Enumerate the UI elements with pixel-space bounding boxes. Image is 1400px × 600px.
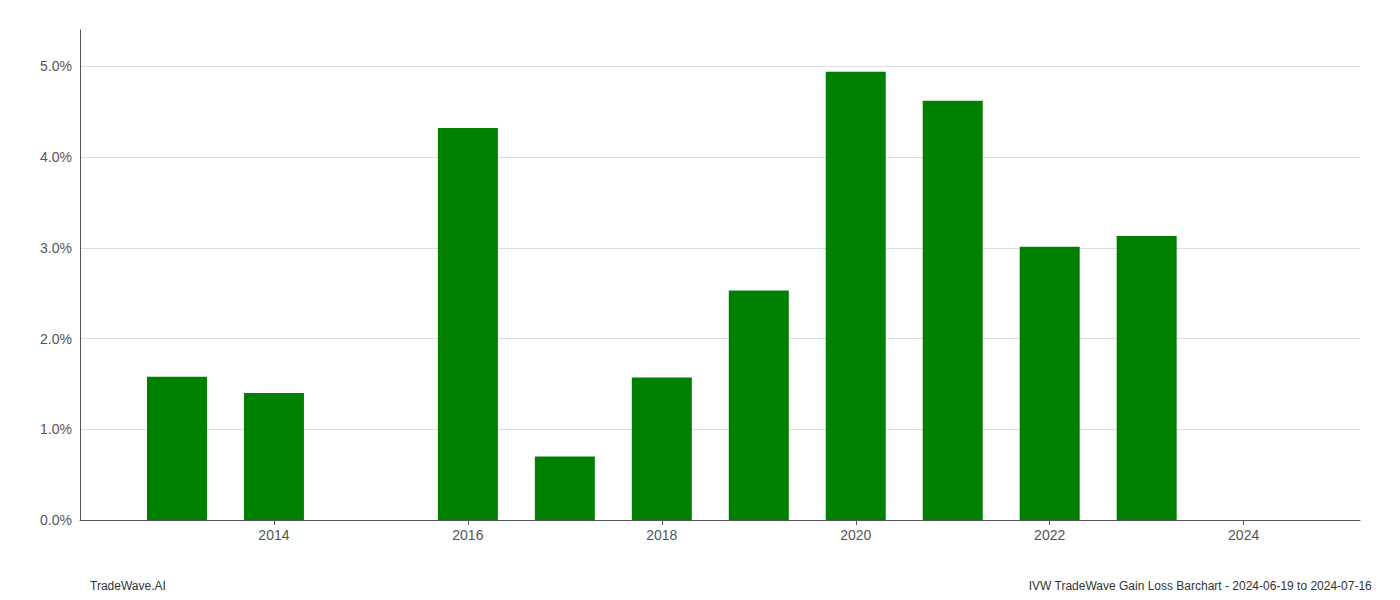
svg-text:3.0%: 3.0% bbox=[40, 240, 72, 256]
svg-text:IVW TradeWave Gain Loss Barcha: IVW TradeWave Gain Loss Barchart - 2024-… bbox=[1029, 579, 1372, 593]
svg-text:2024: 2024 bbox=[1228, 527, 1259, 543]
svg-text:2014: 2014 bbox=[258, 527, 289, 543]
svg-text:2022: 2022 bbox=[1034, 527, 1065, 543]
svg-text:4.0%: 4.0% bbox=[40, 149, 72, 165]
svg-text:2018: 2018 bbox=[646, 527, 677, 543]
svg-text:2016: 2016 bbox=[452, 527, 483, 543]
svg-text:0.0%: 0.0% bbox=[40, 512, 72, 528]
svg-text:5.0%: 5.0% bbox=[40, 58, 72, 74]
svg-text:2.0%: 2.0% bbox=[40, 331, 72, 347]
svg-text:TradeWave.AI: TradeWave.AI bbox=[90, 579, 166, 593]
svg-text:1.0%: 1.0% bbox=[40, 421, 72, 437]
svg-text:2020: 2020 bbox=[840, 527, 871, 543]
